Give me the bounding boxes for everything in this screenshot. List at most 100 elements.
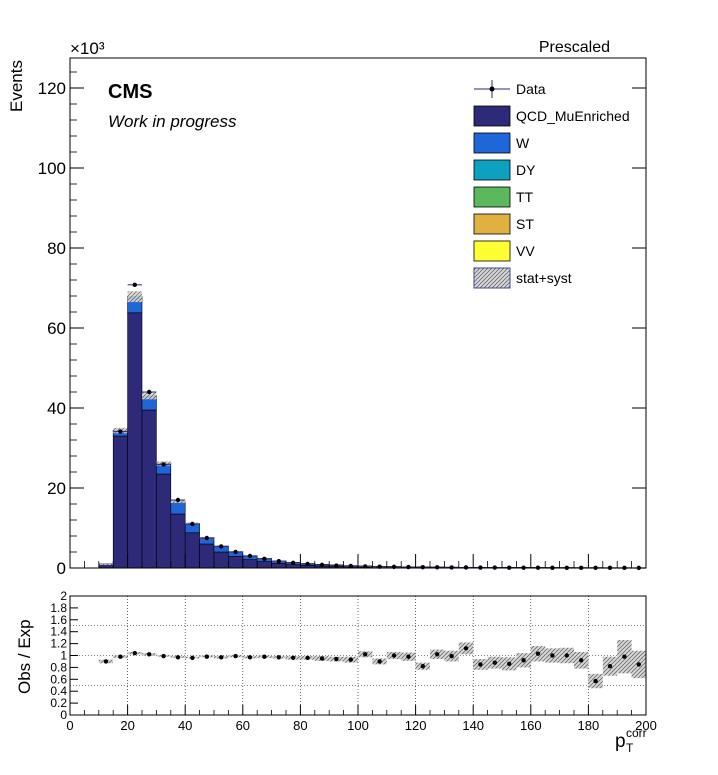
legend-data-marker <box>489 86 495 92</box>
data-point <box>190 521 195 527</box>
ratio-point <box>276 655 281 660</box>
data-point <box>334 563 339 568</box>
data-point <box>233 549 238 555</box>
bar-qcd-muenriched <box>184 532 200 569</box>
x-axis-title-superscript: corr <box>626 726 647 740</box>
ratio-point <box>262 654 267 659</box>
legend-data-label: Data <box>516 81 546 97</box>
ratio-y-tick-label: 2 <box>60 589 67 603</box>
x-tick-label: 0 <box>66 718 73 733</box>
data-point <box>319 562 325 568</box>
x-tick-label: 80 <box>293 718 307 733</box>
data-point <box>118 429 123 434</box>
data-point <box>219 544 224 549</box>
ratio-point <box>132 650 137 656</box>
data-point <box>449 565 454 570</box>
legend-tt-label: TT <box>516 189 534 205</box>
ratio-point <box>550 653 555 658</box>
y-tick-label: 40 <box>47 399 66 418</box>
data-point <box>348 563 353 569</box>
bar-qcd-muenriched <box>285 564 301 569</box>
y-axis-title-ratio: Obs / Exp <box>15 619 34 694</box>
legend-tt-swatch <box>473 186 511 208</box>
ratio-y-tick-label: 1.2 <box>50 637 67 651</box>
y-tick-label: 100 <box>38 159 66 178</box>
uncertainty-band <box>142 392 157 400</box>
data-point <box>276 559 281 564</box>
legend-qcd-muenriched-label: QCD_MuEnriched <box>516 108 630 124</box>
y-axis-title-events: Events <box>7 60 26 112</box>
uncertainty-band <box>127 291 142 303</box>
bar-w <box>170 502 186 515</box>
ratio-panel: 00.20.40.60.811.21.41.61.820 20 40 60 80 100 1… <box>50 589 657 733</box>
ratio-y-tick-label: 0.4 <box>50 684 67 698</box>
ratio-point <box>449 653 454 659</box>
ratio-point <box>535 651 541 656</box>
ratio-y-tick-label: 1.8 <box>50 601 67 615</box>
legend-qcd-muenriched-swatch <box>473 105 511 127</box>
data-point <box>305 561 310 567</box>
bar-qcd-muenriched <box>170 513 186 569</box>
y-tick-label: 0 <box>57 559 66 578</box>
ratio-point <box>319 656 325 661</box>
ratio-point <box>363 652 368 657</box>
ratio-point <box>204 654 209 659</box>
legend-vv-swatch <box>473 240 511 262</box>
ratio-point <box>291 655 296 661</box>
legend-dy-swatch <box>473 159 511 181</box>
bar-qcd-muenriched <box>228 556 244 569</box>
ratio-y-tick-label: 1.4 <box>50 625 67 639</box>
x-tick-label: 120 <box>405 718 427 733</box>
data-point <box>132 282 137 287</box>
x-tick-label: 20 <box>120 718 134 733</box>
legend-vv-label: VV <box>516 243 535 259</box>
uncertainty-band <box>98 563 114 565</box>
ratio-y-tick-label: 0 <box>60 708 67 722</box>
bar-qcd-muenriched <box>199 543 215 569</box>
ratio-point <box>334 656 339 662</box>
ratio-y-tick-label: 0.2 <box>50 696 67 710</box>
ratio-point <box>161 653 166 659</box>
data-point <box>262 556 267 561</box>
legend-w-swatch <box>473 132 511 154</box>
legend-dy-label: DY <box>516 162 536 178</box>
ratio-point <box>147 652 152 657</box>
ratio-point <box>305 655 310 661</box>
ratio-point <box>435 652 440 657</box>
ratio-point <box>564 653 569 658</box>
ratio-point <box>521 658 526 663</box>
bar-qcd-muenriched <box>127 312 143 569</box>
ratio-point <box>463 646 469 651</box>
data-point <box>161 462 166 467</box>
main-histogram-panel: 0 20 40 60 80 100 120 Data QCD_MuEnriched W DY TT ST… <box>38 57 647 578</box>
header-label-prescaled: Prescaled <box>539 39 610 56</box>
bar-qcd-muenriched <box>213 551 229 569</box>
x-tick-label: 60 <box>236 718 250 733</box>
x-tick-label: 180 <box>578 718 600 733</box>
ratio-point <box>247 655 253 660</box>
ratio-point <box>391 653 397 658</box>
data-point <box>147 389 152 395</box>
x-axis-title-main: p <box>615 731 626 752</box>
ratio-point <box>103 659 109 664</box>
x-tick-label: 40 <box>178 718 192 733</box>
ratio-y-tick-label: 1.6 <box>50 613 67 627</box>
data-point <box>291 560 296 565</box>
legend-w-label: W <box>516 135 530 151</box>
ratio-point <box>348 657 353 662</box>
y-scale-exponent: ×10³ <box>70 39 105 58</box>
bar-qcd-muenriched <box>271 563 287 569</box>
ratio-point <box>593 678 598 684</box>
work-in-progress-label: Work in progress <box>108 112 237 131</box>
data-point <box>463 565 469 570</box>
ratio-y-tick-label: 0.8 <box>50 660 67 674</box>
data-point <box>420 565 425 570</box>
y-tick-label: 120 <box>38 79 66 98</box>
ratio-point <box>175 655 181 660</box>
bar-qcd-muenriched <box>156 473 172 569</box>
legend-stat-syst-swatch <box>473 267 511 289</box>
data-point <box>435 565 440 570</box>
bar-qcd-muenriched <box>141 409 157 569</box>
x-tick-label: 200 <box>635 718 657 733</box>
